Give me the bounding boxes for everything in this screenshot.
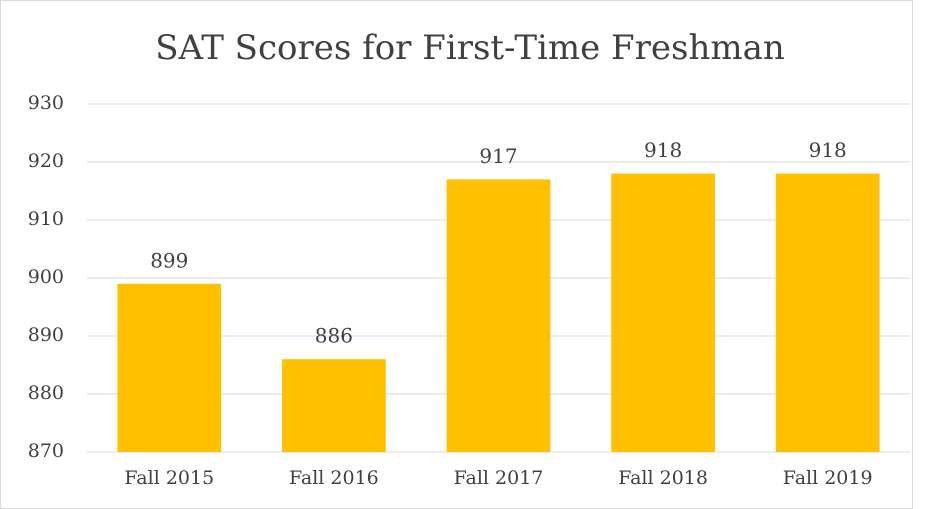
y-tick-label: 880	[28, 382, 64, 404]
x-tick-label: Fall 2016	[289, 467, 379, 489]
y-tick-label: 920	[28, 150, 64, 172]
value-label: 917	[479, 144, 517, 168]
value-label: 899	[150, 248, 188, 272]
bar	[775, 173, 880, 452]
bar	[446, 179, 551, 452]
bar	[611, 173, 715, 452]
value-label: 886	[315, 324, 353, 348]
bar	[282, 359, 386, 452]
x-tick-label: Fall 2018	[618, 467, 708, 489]
y-tick-label: 870	[28, 440, 64, 462]
value-label: 918	[809, 138, 847, 162]
bar	[117, 283, 222, 452]
x-tick-label: Fall 2015	[124, 467, 214, 489]
y-tick-label: 900	[28, 266, 64, 288]
y-tick-label: 930	[28, 92, 64, 114]
chart-title: SAT Scores for First-Time Freshman	[155, 28, 785, 68]
y-tick-label: 890	[28, 324, 64, 346]
x-tick-label: Fall 2019	[783, 467, 873, 489]
y-tick-label: 910	[28, 208, 64, 230]
x-tick-label: Fall 2017	[454, 467, 544, 489]
value-label: 918	[644, 138, 682, 162]
